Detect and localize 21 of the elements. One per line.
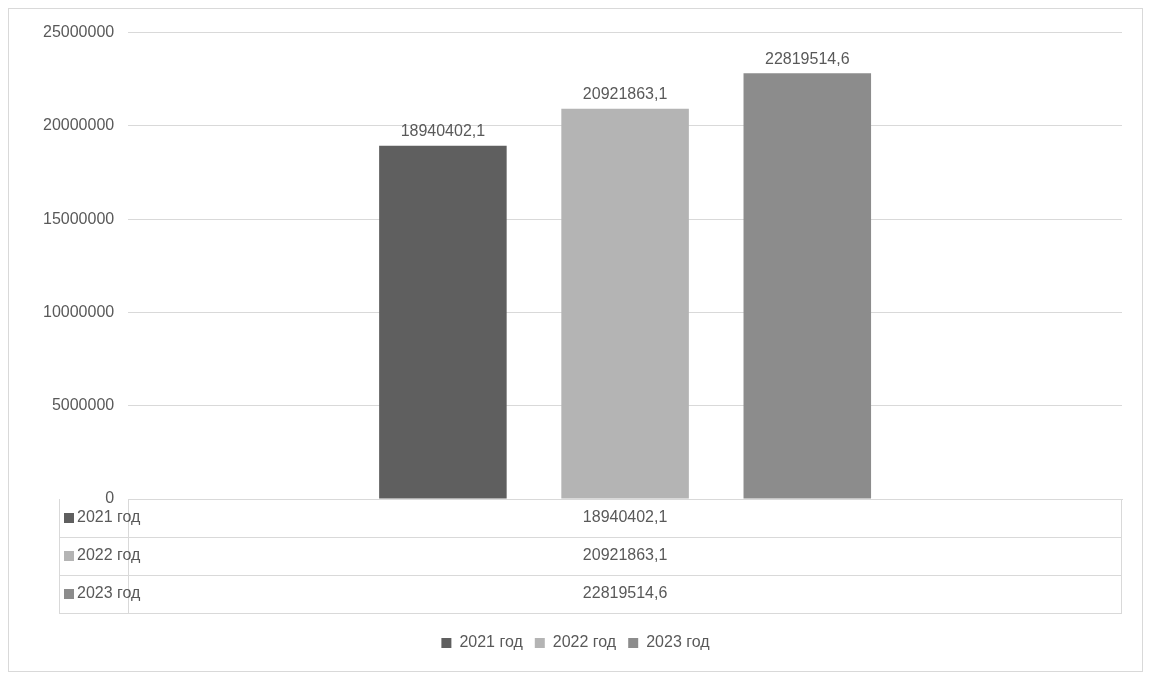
y-tick-label: 25000000 bbox=[43, 23, 115, 41]
y-tick-label: 5000000 bbox=[51, 396, 115, 414]
legend-label: 2022 год bbox=[552, 633, 617, 651]
bar bbox=[379, 145, 507, 499]
text: 18940402,1 bbox=[582, 508, 668, 526]
data-label: 18940402,1 bbox=[400, 122, 486, 140]
legend-label: 2021 год bbox=[459, 633, 524, 651]
y-tick-label: 0 bbox=[105, 489, 115, 507]
y-tick-label: 10000000 bbox=[43, 302, 115, 320]
legend-label: 2023 год bbox=[646, 633, 711, 651]
text: 2023 год bbox=[77, 584, 141, 602]
y-tick-label: 15000000 bbox=[43, 209, 115, 227]
bar bbox=[743, 73, 872, 499]
text: 2022 год bbox=[77, 546, 141, 564]
text: 2021 год bbox=[77, 508, 141, 526]
text: 20921863,1 bbox=[582, 546, 668, 564]
data-label: 20921863,1 bbox=[582, 85, 668, 103]
bar bbox=[561, 108, 689, 499]
data-label: 22819514,6 bbox=[765, 49, 850, 67]
text: 22819514,6 bbox=[582, 584, 668, 602]
y-tick-label: 20000000 bbox=[43, 116, 115, 134]
